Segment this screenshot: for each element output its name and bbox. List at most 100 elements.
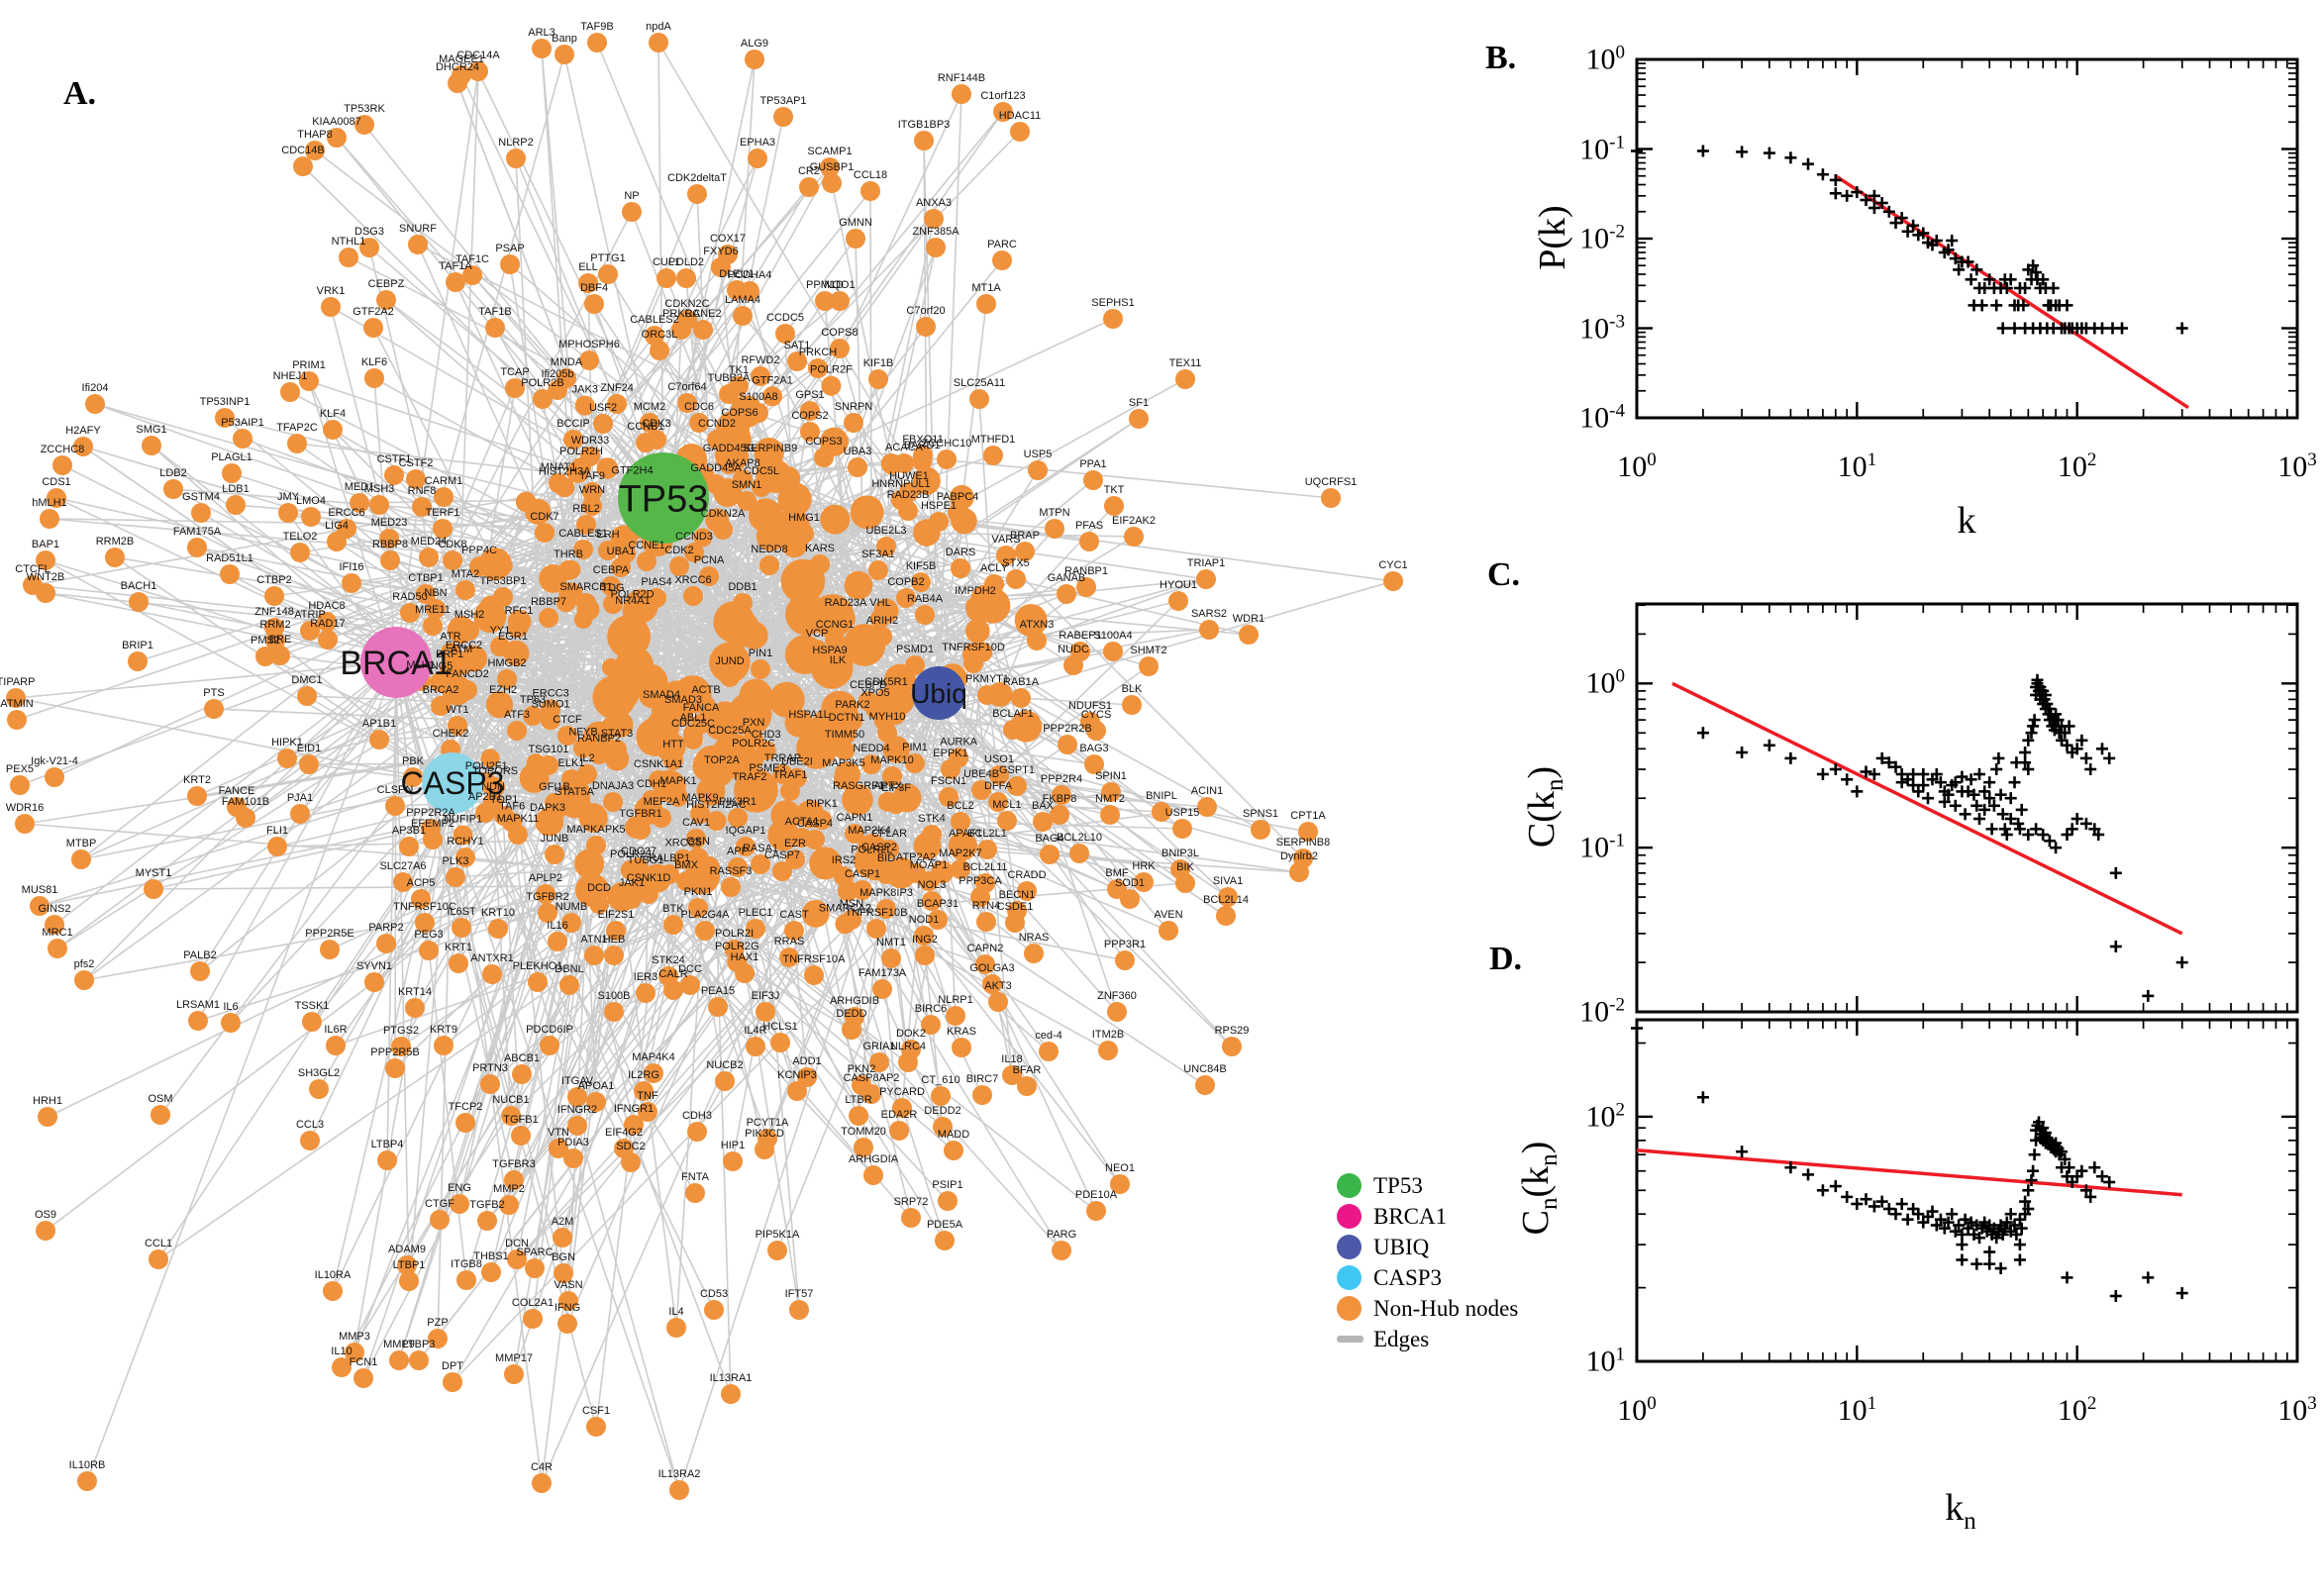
network-node-label: TP63 xyxy=(520,694,546,706)
network-node xyxy=(737,491,757,511)
network-node-label: ANTXR1 xyxy=(470,952,513,964)
network-node-label: SERPINB8 xyxy=(1276,837,1330,848)
network-node-label: EIF2AK2 xyxy=(1112,515,1156,527)
network-node-label: PTTG1 xyxy=(590,252,625,264)
network-node-label: TFCP2 xyxy=(449,1101,483,1113)
network-node-label: UBE4B xyxy=(963,768,999,780)
network-node xyxy=(151,1105,170,1125)
network-node xyxy=(898,1052,918,1072)
network-node-label: GINS2 xyxy=(38,903,70,915)
network-node-label: WNT2B xyxy=(27,571,65,583)
network-node-label: HMGB2 xyxy=(487,657,526,669)
hub-node-label-tp53: TP53 xyxy=(619,478,709,520)
network-node-label: SRP72 xyxy=(894,1196,929,1208)
network-node-label: IFNG xyxy=(555,1302,580,1314)
network-node-label: CASP1 xyxy=(845,868,880,880)
network-node xyxy=(1063,655,1083,675)
network-node xyxy=(406,469,426,489)
network-node xyxy=(561,913,581,933)
network-node xyxy=(861,1084,881,1104)
network-node xyxy=(611,557,631,577)
network-node xyxy=(687,184,707,204)
panel-C-frame xyxy=(1635,602,2299,1014)
network-node-label: COPS6 xyxy=(721,407,758,419)
network-node-label: RANBP2 xyxy=(577,733,621,745)
network-node xyxy=(1057,584,1076,604)
network-node-label: AKAP8 xyxy=(725,457,759,469)
network-node-label: DFFA xyxy=(984,780,1013,792)
network-node-label: ACIN1 xyxy=(1191,785,1223,797)
network-node-label: XRCC5 xyxy=(664,838,701,849)
network-node xyxy=(706,811,727,832)
network-node xyxy=(1011,688,1031,708)
network-node-label: AP1B1 xyxy=(362,718,396,730)
network-node xyxy=(573,540,593,559)
network-node-label: BCL2L1 xyxy=(967,828,1007,840)
network-node-label: CTBP1 xyxy=(408,572,443,584)
network-node xyxy=(459,621,479,641)
network-node xyxy=(1103,309,1123,329)
network-node xyxy=(759,555,779,575)
network-node xyxy=(1052,1241,1071,1260)
network-node xyxy=(423,830,443,849)
y-tick-label: 10-2 xyxy=(1579,994,1625,1029)
panel-B-points xyxy=(1631,145,2188,335)
network-node-label: HIST2H3A xyxy=(539,465,591,477)
network-node-label: CASP8AP2 xyxy=(844,1072,900,1084)
network-node-label: VASN xyxy=(554,1279,582,1291)
network-node xyxy=(188,1011,208,1031)
panel-C-fit-line xyxy=(1671,681,2183,936)
network-node-label: PPP3R1 xyxy=(1104,939,1146,950)
network-node xyxy=(1045,519,1064,539)
y-tick-label: 102 xyxy=(1585,1099,1626,1134)
network-node xyxy=(835,741,855,760)
network-node xyxy=(574,395,595,416)
network-node-label: CUL1 xyxy=(653,256,680,268)
network-node-label: AKT3 xyxy=(984,980,1012,992)
network-node xyxy=(220,564,240,584)
network-node xyxy=(736,837,756,856)
x-axis-title-d: kn xyxy=(1945,1487,1976,1535)
network-node-label: HUWE1 xyxy=(889,470,929,482)
network-node-label: DCC xyxy=(678,963,702,975)
network-node xyxy=(536,884,556,904)
network-node xyxy=(1159,921,1178,941)
network-node xyxy=(455,580,475,600)
network-node-label: RABEP1 xyxy=(1059,630,1101,642)
network-node xyxy=(834,769,854,789)
network-node-label: GTF2H4 xyxy=(611,465,653,477)
network-node xyxy=(762,386,782,407)
network-node xyxy=(858,691,878,712)
network-node-label: KRT14 xyxy=(398,986,432,998)
network-node-label: POLD2 xyxy=(668,256,704,268)
network-node-label: PPA1 xyxy=(1079,458,1106,470)
network-node xyxy=(589,745,609,764)
network-node xyxy=(563,1148,583,1168)
network-node xyxy=(794,524,814,544)
network-node-label: P53AIP1 xyxy=(221,417,263,429)
network-node-label: GADD45A xyxy=(690,462,742,474)
network-node xyxy=(505,378,525,398)
network-node-label: SLC25A11 xyxy=(954,377,1005,389)
network-node xyxy=(872,979,892,999)
network-node-label: MAP3K5 xyxy=(822,757,864,769)
panel-label-b: B. xyxy=(1485,40,1517,76)
network-node-label: APLP2 xyxy=(529,872,562,884)
network-node-label: TOMM20 xyxy=(841,1126,886,1138)
network-node xyxy=(555,477,575,498)
network-node xyxy=(889,1121,909,1141)
network-node xyxy=(354,115,374,135)
network-node xyxy=(1086,1201,1106,1221)
network-node-label: VARS xyxy=(991,534,1020,546)
network-node xyxy=(951,558,970,578)
hub-node-label-casp3: CASP3 xyxy=(401,765,505,801)
network-node xyxy=(792,828,812,848)
network-node xyxy=(40,509,59,529)
network-node xyxy=(652,808,671,828)
panel-C-ticks xyxy=(1635,604,2299,1014)
network-node xyxy=(1015,542,1035,561)
network-node xyxy=(645,326,664,346)
legend-item-brca1: BRCA1 xyxy=(1337,1201,1518,1232)
network-node xyxy=(663,915,683,935)
network-node xyxy=(876,899,896,919)
